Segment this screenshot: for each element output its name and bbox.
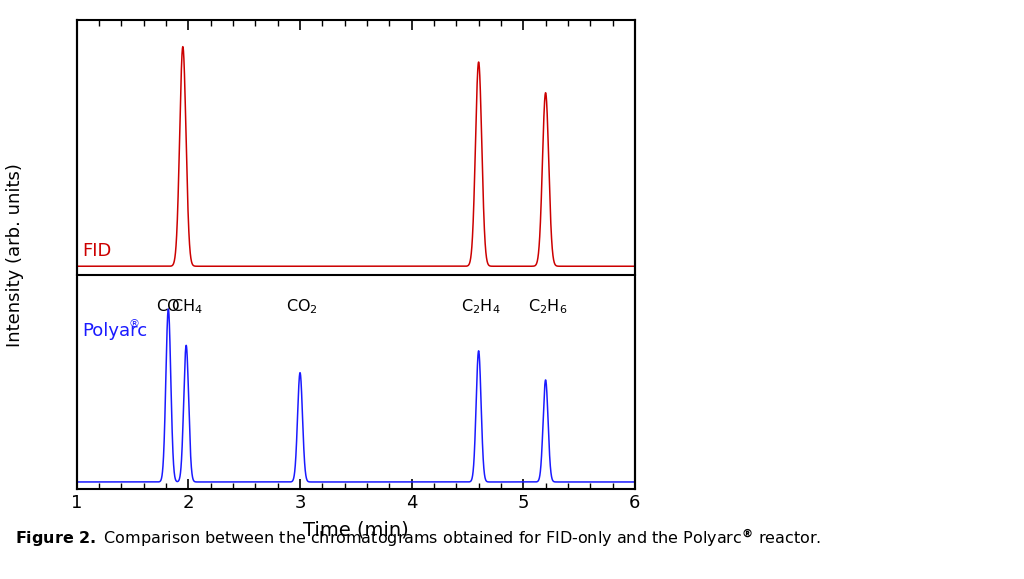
Text: CO$_2$: CO$_2$ [287,298,318,316]
Text: FID: FID [82,241,112,259]
Text: CH$_4$: CH$_4$ [171,298,203,316]
Text: C$_2$H$_4$: C$_2$H$_4$ [461,298,501,316]
Text: $\mathbf{Figure\ 2.}$ Comparison between the chromatograms obtained for FID-only: $\mathbf{Figure\ 2.}$ Comparison between… [15,527,821,548]
Text: ®: ® [128,319,139,329]
Text: CO: CO [157,299,180,314]
Text: C$_2$H$_6$: C$_2$H$_6$ [528,298,567,316]
Text: Polyarc: Polyarc [82,322,147,340]
X-axis label: Time (min): Time (min) [303,521,409,540]
Text: Intensity (arb. units): Intensity (arb. units) [6,163,25,347]
